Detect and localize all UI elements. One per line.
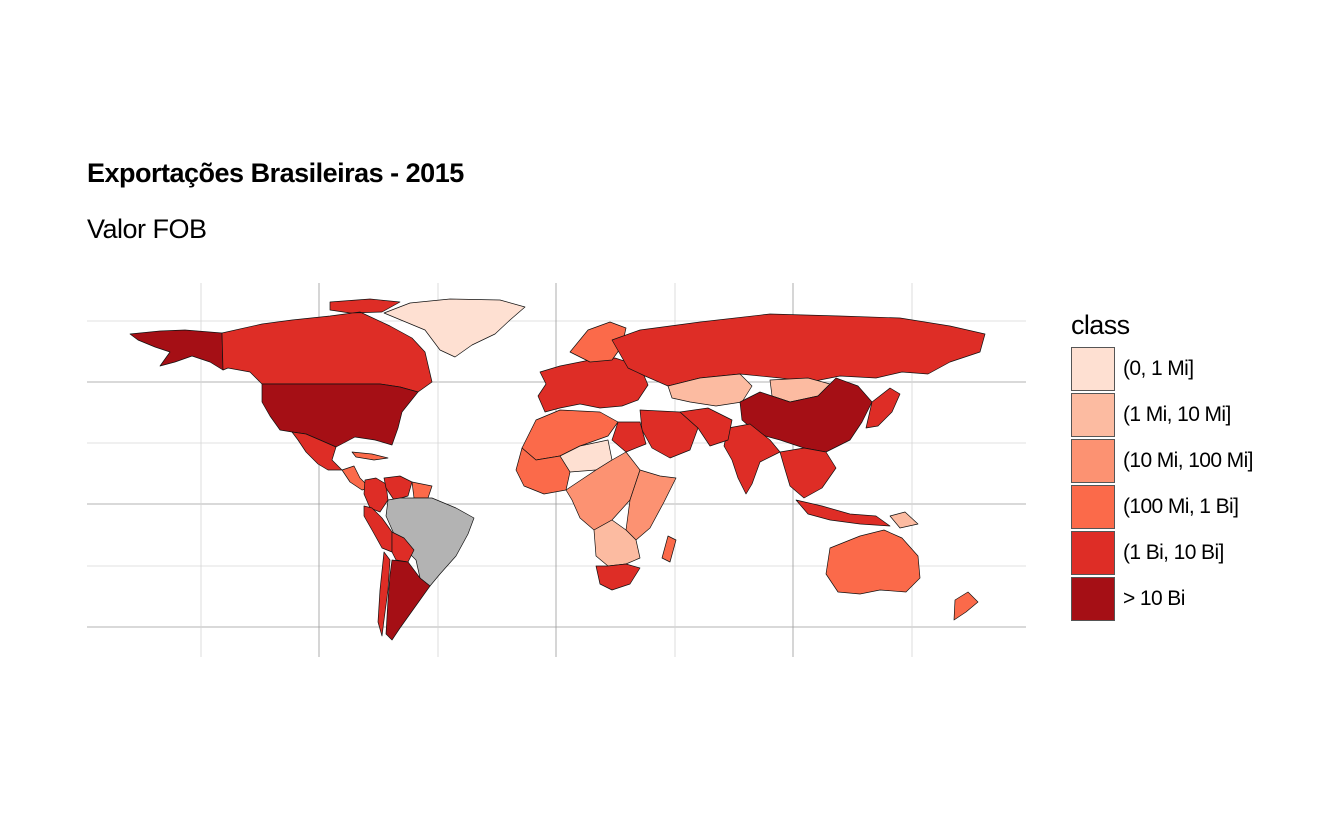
legend-swatch [1071,531,1115,575]
legend-swatch [1071,393,1115,437]
legend-item: > 10 Bi [1071,576,1253,622]
region-colombia [363,477,389,513]
region-southeast-asia [779,447,837,499]
legend-label: (1 Bi, 10 Bi] [1123,541,1224,564]
region-southern-africa [593,519,641,567]
legend-item: (1 Mi, 10 Mi] [1071,392,1253,438]
legend-swatch [1071,577,1115,621]
region-china [739,377,873,453]
region-papua-new-guinea [889,511,919,529]
region-madagascar [661,535,677,563]
legend-label: > 10 Bi [1123,587,1185,610]
legend-swatch [1071,485,1115,529]
region-venezuela [383,475,413,501]
region-chile [377,551,391,637]
region-canada [221,298,433,393]
region-russia [611,313,986,387]
region-australia [825,529,921,595]
chart-subtitle: Valor FOB [87,214,207,244]
chart-title: Exportações Brasileiras - 2015 [87,158,464,188]
map-legend: class (0, 1 Mi] (1 Mi, 10 Mi] (10 Mi, 10… [1071,310,1253,622]
legend-label: (100 Mi, 1 Bi] [1123,495,1239,518]
region-new-zealand [953,591,979,621]
region-india [723,423,781,495]
region-alaska [129,329,224,371]
region-cuba [351,451,389,461]
legend-item: (10 Mi, 100 Mi] [1071,438,1253,484]
region-japan [865,387,901,429]
map-regions [129,298,986,641]
region-egypt [611,421,647,453]
legend-item: (1 Bi, 10 Bi] [1071,530,1253,576]
legend-item: (100 Mi, 1 Bi] [1071,484,1253,530]
legend-item: (0, 1 Mi] [1071,346,1253,392]
region-greenland [383,298,526,358]
region-iran [679,407,733,447]
legend-label: (0, 1 Mi] [1123,357,1194,380]
legend-swatch [1071,347,1115,391]
region-east-africa [625,469,677,541]
legend-label: (10 Mi, 100 Mi] [1123,449,1253,472]
legend-label: (1 Mi, 10 Mi] [1123,403,1231,426]
region-guianas [411,481,433,499]
region-argentina [385,559,431,641]
region-united-states [261,383,419,448]
legend-swatch [1071,439,1115,483]
legend-title: class [1071,310,1130,340]
region-south-africa [595,563,641,591]
region-indonesia [795,499,891,527]
